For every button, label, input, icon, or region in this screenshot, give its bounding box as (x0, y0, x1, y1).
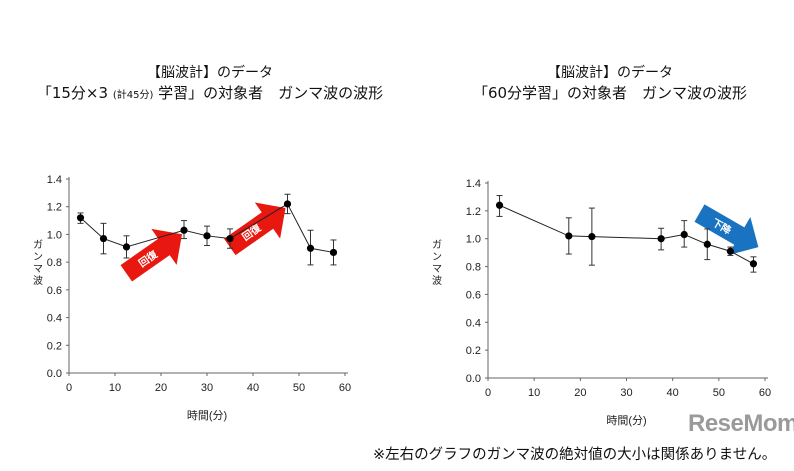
arrow-shape (224, 202, 286, 256)
data-point (283, 200, 292, 208)
y-axis-label-char: マ (432, 264, 442, 275)
data-point (76, 214, 85, 222)
data-point (495, 201, 504, 209)
data-point (749, 260, 758, 268)
left-title-line2: 「15分×3 (計45分) 学習」の対象者 ガンマ波の波形 (20, 83, 400, 106)
y-axis-label-char: 波 (33, 274, 43, 287)
y-axis-label-char: ン (432, 252, 442, 263)
y-tick-label: 0.2 (466, 345, 481, 357)
data-point (329, 248, 338, 257)
series-line (499, 204, 754, 265)
annotation-arrow: 下降 (694, 204, 759, 256)
y-tick-label: 1.2 (47, 202, 62, 214)
x-axis-label: 時間(分) (606, 414, 646, 427)
x-tick-label: 10 (528, 387, 540, 399)
x-tick-label: 50 (293, 382, 305, 394)
y-tick-label: 1.4 (47, 174, 62, 186)
left-chart-title: 【脳波計】のデータ 「15分×3 (計45分) 学習」の対象者 ガンマ波の波形 (20, 63, 400, 106)
y-tick-label: 0.0 (466, 373, 481, 385)
data-point (226, 234, 234, 243)
footnote: ※左右のグラフのガンマ波の絶対値の大小は関係ありません。 (373, 447, 777, 463)
data-point (657, 235, 665, 243)
y-tick-label: 0.6 (47, 285, 62, 297)
data-point (99, 234, 108, 243)
y-tick-label: 0.8 (466, 262, 481, 274)
right-title-line2: 「60分学習」の対象者 ガンマ波の波形 (472, 84, 748, 102)
right-chart-title: 【脳波計】のデータ 「60分学習」の対象者 ガンマ波の波形 (440, 63, 780, 103)
left-title-part-c: 学習」の対象者 ガンマ波の波形 (158, 84, 384, 102)
y-tick-label: 1.4 (466, 178, 481, 190)
arrow-shape (120, 228, 182, 282)
y-axis-label: ガンマ波 (33, 239, 43, 287)
x-tick-label: 50 (713, 387, 725, 399)
annotation-arrow: 回復 (224, 202, 286, 256)
data-point (703, 240, 711, 248)
data-point (726, 247, 734, 255)
y-axis-label-char: ガ (33, 239, 43, 251)
y-tick-label: 1.0 (466, 234, 481, 246)
x-tick-label: 60 (759, 387, 771, 399)
y-tick-label: 0.4 (47, 313, 62, 325)
data-point (203, 232, 211, 240)
x-tick-label: 40 (247, 382, 259, 394)
data-point (680, 230, 688, 239)
y-tick-label: 0.0 (47, 368, 62, 380)
x-tick-label: 40 (667, 387, 679, 399)
x-axis-label: 時間(分) (187, 409, 227, 422)
y-axis-label-char: ガ (432, 239, 442, 251)
x-tick-label: 30 (620, 387, 632, 399)
y-axis-label-char: マ (33, 264, 43, 275)
left-title-line1: 【脳波計】のデータ (147, 65, 273, 81)
annotation-arrow: 回復 (120, 228, 182, 282)
right-title-line1: 【脳波計】のデータ (547, 65, 673, 81)
x-tick-label: 20 (574, 387, 586, 399)
y-axis-label-char: ン (33, 252, 43, 263)
x-tick-label: 60 (339, 382, 351, 394)
y-tick-label: 1.0 (47, 229, 62, 241)
logo: ReseMom. (688, 410, 794, 437)
data-point (180, 226, 188, 234)
y-tick-label: 0.6 (466, 289, 481, 301)
left-title-part-b: (計45分) (112, 90, 154, 101)
left-title-part-a: 「15分×3 (36, 84, 109, 102)
data-point (306, 244, 315, 252)
y-axis-label-char: 波 (432, 274, 442, 287)
x-tick-label: 0 (485, 387, 491, 399)
data-point (588, 233, 596, 241)
y-tick-label: 0.2 (47, 340, 62, 352)
x-tick-label: 0 (66, 382, 72, 394)
y-axis-label: ガンマ波 (432, 239, 442, 287)
y-tick-label: 0.8 (47, 257, 62, 269)
y-tick-label: 0.4 (466, 317, 481, 329)
x-tick-label: 10 (109, 382, 121, 394)
x-tick-label: 20 (155, 382, 167, 394)
arrow-shape (694, 204, 759, 256)
x-tick-label: 30 (201, 382, 213, 394)
y-tick-label: 1.2 (466, 206, 481, 218)
data-point (122, 243, 131, 251)
data-point (565, 232, 573, 240)
